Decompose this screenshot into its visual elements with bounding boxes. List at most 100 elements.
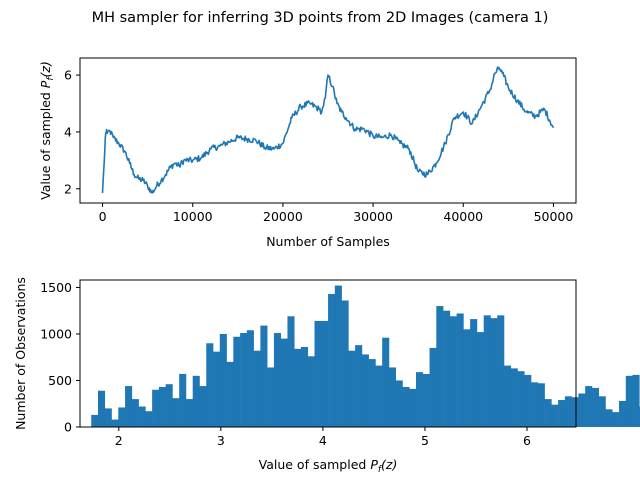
histogram-bars [91,285,640,427]
histogram-frame [79,279,577,428]
histogram-bar [125,386,133,427]
histogram-bar [307,356,315,427]
histogram-bar [361,354,369,427]
histogram-bar [97,390,106,427]
trace-y-tick-label: 4 [64,124,72,139]
histogram-bar [375,365,383,427]
histogram-bar [314,320,322,427]
histogram-bar [334,285,342,427]
histogram-bar [192,375,200,427]
histogram-bar [625,375,633,427]
histogram-x-tick-label: 3 [217,433,225,448]
histogram-bar [476,332,484,427]
histogram-bar [341,300,349,427]
histogram-bar [226,361,234,427]
histogram-bar [273,333,281,427]
histogram-bar [510,368,518,427]
trace-frame [79,57,577,204]
histogram-bar [497,315,505,427]
histogram-bar [199,386,207,427]
histogram-y-tick-label: 500 [48,373,72,388]
histogram-bar [483,315,491,427]
histogram-bar [551,404,559,427]
trace-x-tick-label: 20000 [263,209,303,224]
histogram-bar [443,310,451,427]
trace-line [101,66,555,194]
histogram-bar [409,388,417,427]
histogram-bar [233,336,241,427]
histogram-bar [185,399,194,427]
histogram-bar [246,330,254,427]
histogram-bar [287,316,295,427]
histogram-bar [260,325,268,427]
histogram-bar [456,313,464,427]
histogram-bar [111,419,119,427]
histogram-bar [300,346,309,427]
trace-y-axis-label: Value of sampled Pf(z) [38,61,56,200]
histogram-bar [612,412,620,427]
histogram-bar [321,320,329,427]
histogram-bar [91,414,99,427]
histogram-bar [179,373,187,427]
histogram-bar [213,351,221,427]
histogram-bar [165,384,173,427]
histogram-bar [578,393,586,427]
histogram-bar [605,409,613,427]
histogram-bar [436,306,444,427]
histogram-bar [118,407,126,427]
trace-x-axis-label: Number of Samples [266,234,390,249]
histogram-bar [591,387,600,427]
trace-plot-area [80,58,576,203]
histogram-bar [585,386,593,427]
histogram-y-axis-label: Number of Observations [13,277,28,430]
histogram-y-ticks: 0 500 1000 1500 [40,280,80,435]
histogram-bar [402,386,410,427]
histogram-bar [131,399,139,427]
histogram-bar [104,408,112,427]
histogram-bar [531,382,539,427]
histogram-bar [503,365,512,427]
histogram-panel: 2 3 4 5 6 0 500 1000 1500 Value of sampled Pf(z… [13,277,640,475]
histogram-bar [382,337,390,427]
histogram-bar [145,411,153,427]
histogram-bar [463,329,471,427]
trace-y-tick-label: 6 [64,68,72,83]
histogram-bar [619,400,627,427]
histogram-bar [348,350,356,427]
figure-title: MH sampler for inferring 3D points from … [92,10,549,26]
histogram-bar [206,343,214,427]
trace-x-ticks: 0 10000 20000 30000 40000 50000 [99,203,574,224]
histogram-bar [517,371,525,427]
histogram-bar [544,399,552,427]
histogram-bar [152,389,160,427]
trace-x-tick-label: 50000 [534,209,574,224]
trace-x-tick-label: 10000 [173,209,213,224]
histogram-bar [267,367,275,427]
histogram-bar [524,374,532,427]
histogram-y-tick-label: 1000 [40,326,72,341]
histogram-bar [564,396,572,427]
histogram-bar [449,316,457,427]
histogram-bar [558,400,566,427]
histogram-x-tick-label: 2 [115,433,123,448]
histogram-bar [253,350,261,427]
histogram-bar [416,372,424,427]
histogram-bar [571,397,579,427]
histogram-bar [632,374,640,427]
histogram-bar [368,359,376,427]
histogram-bar [158,386,166,427]
histogram-bar [219,333,227,427]
histogram-bar [598,396,606,427]
histogram-bar [395,380,403,427]
histogram-bar [294,348,302,427]
histogram-bar [280,338,288,427]
trace-x-tick-label: 40000 [443,209,483,224]
trace-x-tick-label: 0 [99,209,107,224]
histogram-bar [422,373,430,427]
histogram-x-tick-label: 4 [319,433,327,448]
histogram-bar [355,345,363,427]
histogram-bar [328,293,336,427]
histogram-bar [138,406,146,427]
histogram-x-tick-label: 5 [421,433,429,448]
